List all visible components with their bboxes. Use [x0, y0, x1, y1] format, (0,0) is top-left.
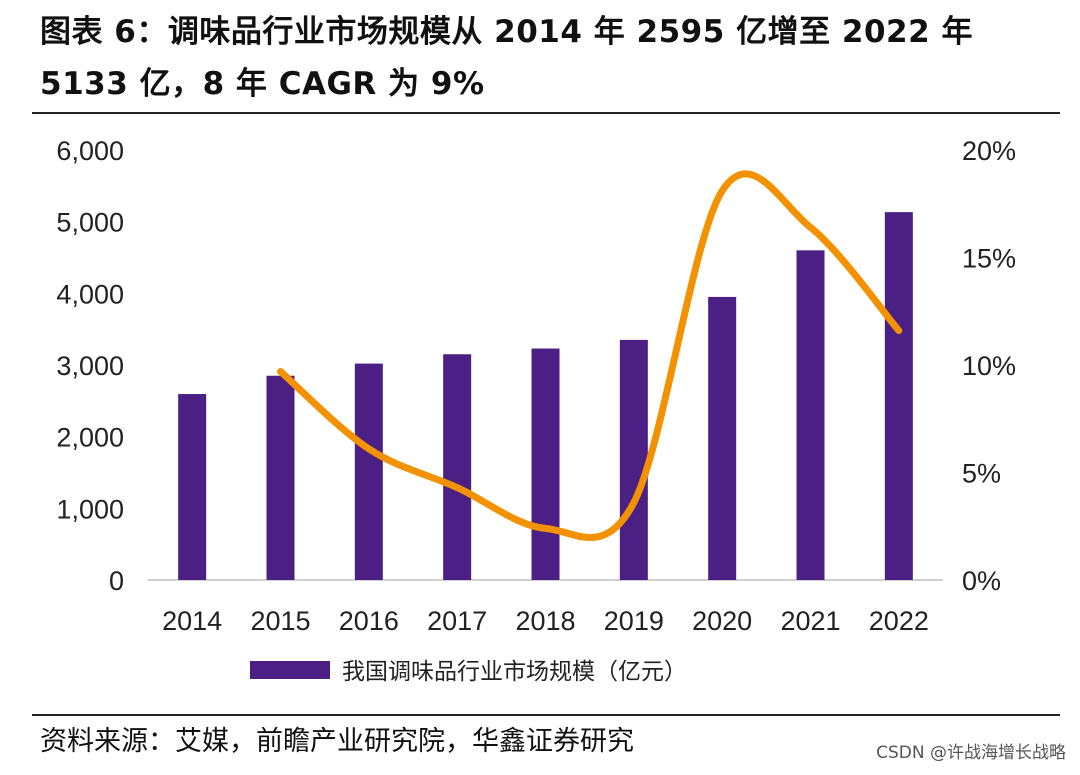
bar-2015: [266, 375, 295, 580]
right-tick-label: 10%: [962, 351, 1016, 381]
x-tick-label: 2018: [515, 606, 575, 636]
chart-title: 图表 6：调味品行业市场规模从 2014 年 2595 亿增至 2022 年 5…: [40, 14, 973, 102]
bar-2022: [884, 212, 913, 580]
left-tick-label: 1,000: [56, 494, 124, 524]
left-tick-label: 2,000: [56, 423, 124, 453]
title-divider: [32, 112, 1060, 114]
legend-label: 我国调味品行业市场规模（亿元）: [342, 659, 687, 685]
left-tick-label: 3,000: [56, 351, 124, 381]
x-tick-label: 2015: [250, 606, 310, 636]
x-tick-label: 2014: [162, 606, 222, 636]
left-tick-label: 0: [109, 566, 124, 596]
left-tick-label: 6,000: [56, 136, 124, 166]
source-note: 资料来源：艾媒，前瞻产业研究院，华鑫证券研究: [40, 726, 634, 757]
x-tick-label: 2022: [869, 606, 929, 636]
bar-2020: [708, 296, 737, 580]
right-axis-ticks: 0% 5% 10% 15% 20%: [962, 136, 1016, 596]
x-tick-label: 2017: [427, 606, 487, 636]
right-tick-label: 5%: [962, 459, 1001, 489]
bar-2018: [531, 348, 560, 580]
source-divider: [32, 714, 1060, 716]
x-axis-ticks: 2014 2015 2016 2017 2018 2019 2020 2021 2022: [162, 606, 929, 636]
x-tick-label: 2021: [780, 606, 840, 636]
bar-series: [178, 212, 913, 581]
left-tick-label: 5,000: [56, 208, 124, 238]
x-tick-label: 2016: [339, 606, 399, 636]
left-axis-ticks: 0 1,000 2,000 3,000 4,000 5,000 6,000: [56, 136, 124, 596]
bar-2014: [178, 394, 207, 580]
right-tick-label: 15%: [962, 244, 1016, 274]
bar-2017: [443, 354, 472, 580]
legend-swatch: [250, 661, 330, 679]
growth-rate-line: [277, 170, 903, 542]
x-tick-label: 2019: [604, 606, 664, 636]
bar-2021: [796, 250, 825, 581]
bar-2016: [354, 363, 383, 580]
right-tick-label: 20%: [962, 136, 1016, 166]
x-tick-label: 2020: [692, 606, 752, 636]
bar-2019: [619, 339, 648, 580]
watermark: CSDN @许战海增长战略: [876, 743, 1066, 763]
left-tick-label: 4,000: [56, 279, 124, 309]
right-tick-label: 0%: [962, 566, 1001, 596]
